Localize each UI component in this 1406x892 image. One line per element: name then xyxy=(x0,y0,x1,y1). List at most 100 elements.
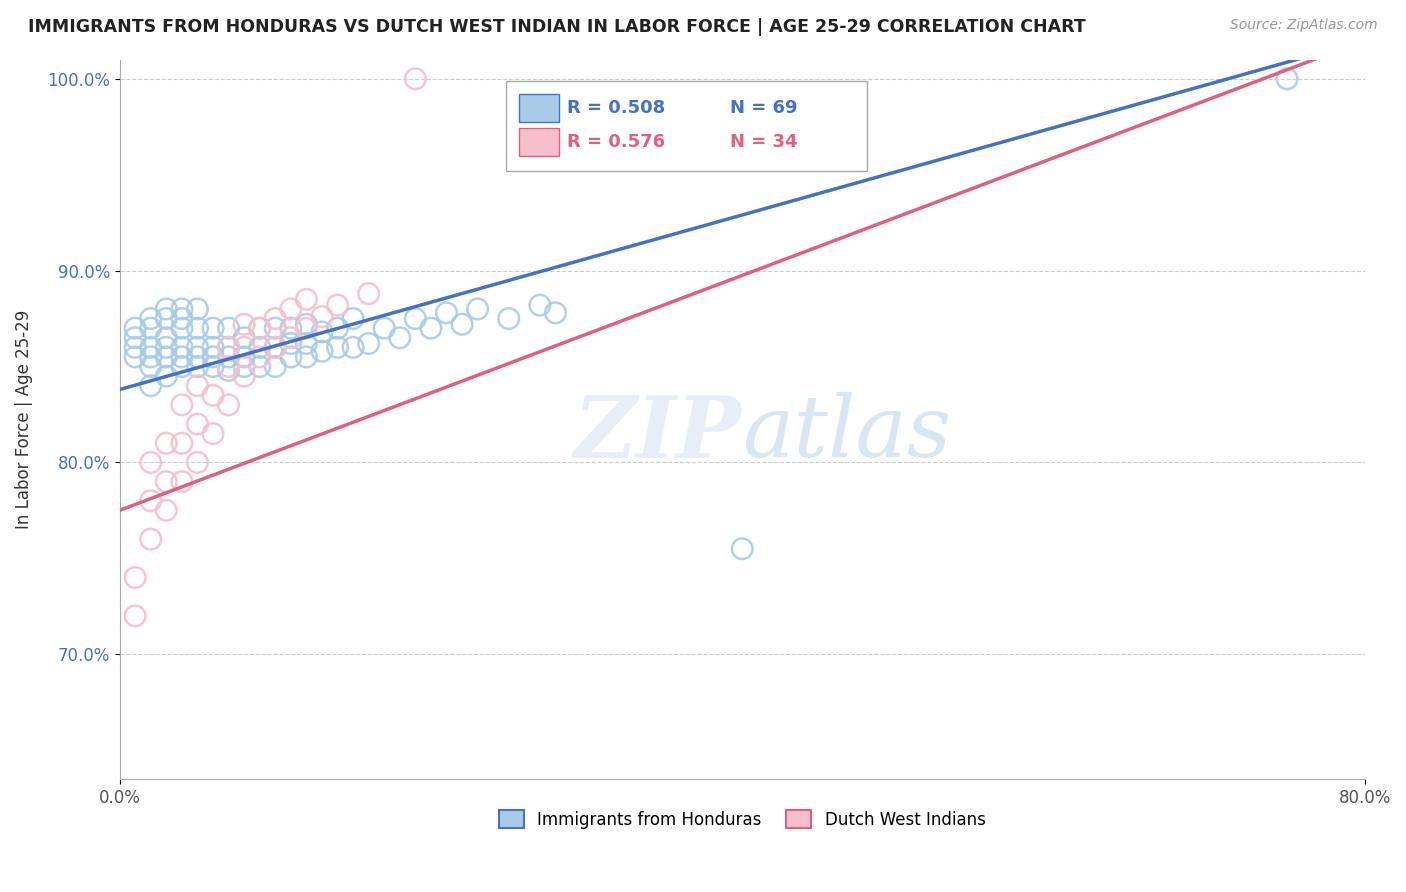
Point xyxy=(186,340,208,354)
Point xyxy=(280,301,302,316)
Text: Source: ZipAtlas.com: Source: ZipAtlas.com xyxy=(1230,18,1378,32)
Point xyxy=(201,359,224,374)
Point xyxy=(451,318,474,332)
Point xyxy=(249,340,271,354)
Point xyxy=(139,455,162,469)
Point xyxy=(124,608,146,623)
Point xyxy=(170,350,193,364)
Point xyxy=(124,340,146,354)
Point xyxy=(170,340,193,354)
Point xyxy=(249,359,271,374)
Point xyxy=(280,321,302,335)
Point xyxy=(467,301,489,316)
Point xyxy=(201,388,224,402)
Point xyxy=(139,321,162,335)
Point xyxy=(264,321,287,335)
Point xyxy=(139,493,162,508)
Point xyxy=(186,455,208,469)
Point xyxy=(170,321,193,335)
Point xyxy=(249,350,271,364)
Point xyxy=(731,541,754,556)
Point xyxy=(170,398,193,412)
Point xyxy=(139,378,162,392)
Text: R = 0.508: R = 0.508 xyxy=(567,99,665,117)
FancyBboxPatch shape xyxy=(506,81,866,171)
Point xyxy=(155,369,177,384)
Point xyxy=(186,359,208,374)
Point xyxy=(218,350,240,364)
Point xyxy=(124,350,146,364)
Point xyxy=(264,359,287,374)
Point xyxy=(264,340,287,354)
Point xyxy=(498,311,520,326)
Point xyxy=(155,331,177,345)
Point xyxy=(280,336,302,351)
Point xyxy=(218,340,240,354)
Point xyxy=(124,570,146,584)
Point xyxy=(218,398,240,412)
Point xyxy=(357,336,380,351)
Point xyxy=(139,359,162,374)
Point xyxy=(124,321,146,335)
Point xyxy=(155,311,177,326)
Point xyxy=(186,350,208,364)
Point xyxy=(201,426,224,441)
Point xyxy=(155,301,177,316)
Point xyxy=(295,293,318,307)
Point xyxy=(233,359,256,374)
Point xyxy=(342,340,364,354)
Text: N = 34: N = 34 xyxy=(730,133,797,151)
Point xyxy=(295,318,318,332)
Point xyxy=(233,318,256,332)
Point xyxy=(295,321,318,335)
Point xyxy=(201,321,224,335)
Point xyxy=(155,503,177,517)
Point xyxy=(233,350,256,364)
Point xyxy=(139,350,162,364)
Point xyxy=(249,321,271,335)
Point xyxy=(155,475,177,489)
Point xyxy=(186,417,208,431)
Point xyxy=(155,340,177,354)
Text: R = 0.576: R = 0.576 xyxy=(567,133,665,151)
Legend: Immigrants from Honduras, Dutch West Indians: Immigrants from Honduras, Dutch West Ind… xyxy=(492,804,993,835)
Point xyxy=(170,301,193,316)
Point xyxy=(436,306,458,320)
Point xyxy=(201,350,224,364)
Point xyxy=(155,350,177,364)
Point xyxy=(186,301,208,316)
Point xyxy=(295,336,318,351)
Text: atlas: atlas xyxy=(742,392,952,475)
Point xyxy=(155,436,177,450)
Point xyxy=(388,331,411,345)
FancyBboxPatch shape xyxy=(519,128,560,156)
Point xyxy=(529,298,551,312)
Point xyxy=(233,369,256,384)
Point xyxy=(218,363,240,377)
Point xyxy=(342,311,364,326)
Point xyxy=(357,286,380,301)
Point xyxy=(233,340,256,354)
Point xyxy=(186,321,208,335)
Point xyxy=(170,359,193,374)
Point xyxy=(404,311,426,326)
Point xyxy=(373,321,395,335)
Point xyxy=(139,311,162,326)
Point xyxy=(1275,71,1298,86)
Point xyxy=(139,532,162,546)
Point xyxy=(544,306,567,320)
Point xyxy=(311,344,333,359)
Point xyxy=(170,475,193,489)
Point xyxy=(170,311,193,326)
Point xyxy=(139,340,162,354)
Point xyxy=(218,340,240,354)
Point xyxy=(264,340,287,354)
Point xyxy=(264,311,287,326)
Point xyxy=(404,71,426,86)
Point xyxy=(218,321,240,335)
Point xyxy=(311,325,333,339)
Point xyxy=(311,310,333,324)
Point xyxy=(124,331,146,345)
Point xyxy=(201,340,224,354)
Point xyxy=(233,331,256,345)
